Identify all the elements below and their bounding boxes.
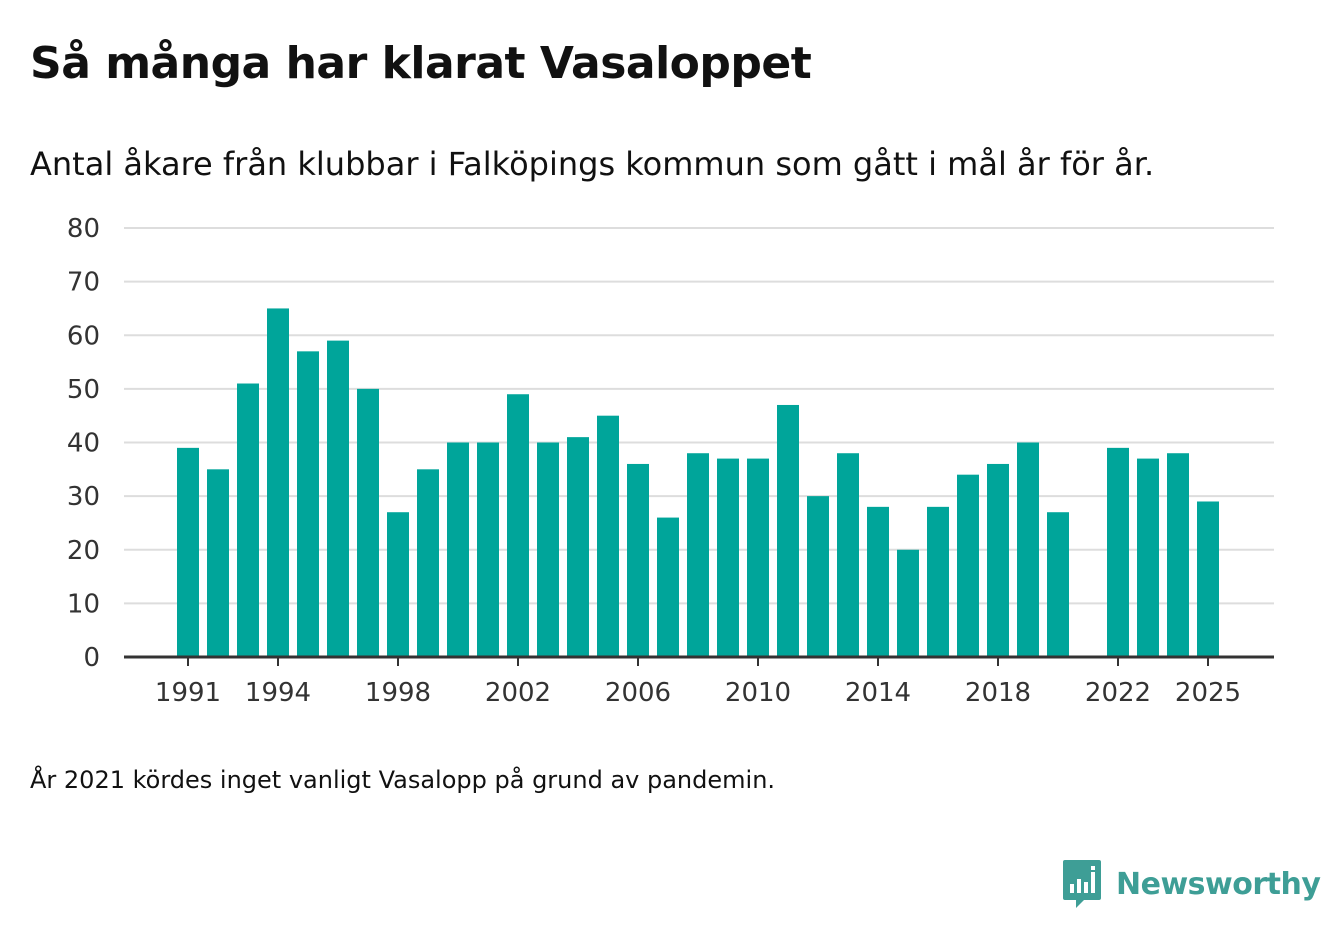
newsworthy-logo-icon xyxy=(1063,860,1101,908)
y-tick-label-0: 0 xyxy=(83,643,100,673)
bar-2009 xyxy=(717,458,739,657)
bar-1991 xyxy=(177,447,199,657)
x-tick-label-2014: 2014 xyxy=(845,678,911,708)
bar-2006 xyxy=(627,463,649,657)
y-tick-label-60: 60 xyxy=(67,321,100,351)
bar-2025 xyxy=(1197,501,1219,657)
bar-2015 xyxy=(897,549,919,657)
y-tick-label-50: 50 xyxy=(67,375,100,405)
x-tick-label-2018: 2018 xyxy=(965,678,1031,708)
bar-2000 xyxy=(447,442,469,657)
bar-1993 xyxy=(237,383,259,657)
bar-1998 xyxy=(387,512,409,657)
x-tick-label-1998: 1998 xyxy=(365,678,431,708)
bar-2007 xyxy=(657,517,679,657)
bar-2008 xyxy=(687,453,709,657)
bar-1997 xyxy=(357,388,379,657)
bar-1996 xyxy=(327,340,349,657)
bar-1994 xyxy=(267,308,289,657)
x-tick-label-2010: 2010 xyxy=(725,678,791,708)
bar-2003 xyxy=(537,442,559,657)
y-tick-label-20: 20 xyxy=(67,536,100,566)
bar-chart: 0 10 20 30 40 50 60 70 80 1991 1994 1998 2002 2006 20… xyxy=(67,214,1274,708)
bars xyxy=(177,308,1219,657)
y-tick-label-70: 70 xyxy=(67,268,100,298)
bar-2002 xyxy=(507,394,529,657)
bar-2004 xyxy=(567,437,589,657)
x-tick-label-2022: 2022 xyxy=(1085,678,1151,708)
x-tick-label-1994: 1994 xyxy=(245,678,311,708)
y-tick-label-40: 40 xyxy=(67,429,100,459)
x-tick-label-2002: 2002 xyxy=(485,678,551,708)
x-tick-label-2025: 2025 xyxy=(1175,678,1241,708)
bar-1992 xyxy=(207,469,229,657)
y-axis-ticks: 0 10 20 30 40 50 60 70 80 xyxy=(67,214,100,673)
footnote: År 2021 kördes inget vanligt Vasalopp på… xyxy=(30,766,776,794)
bar-2018 xyxy=(987,463,1009,657)
bar-2020 xyxy=(1047,512,1069,657)
y-tick-label-80: 80 xyxy=(67,214,100,244)
bar-2011 xyxy=(777,404,799,657)
y-tick-label-10: 10 xyxy=(67,589,100,619)
chart-subtitle: Antal åkare från klubbar i Falköpings ko… xyxy=(30,145,1155,183)
bar-2013 xyxy=(837,453,859,657)
bar-2023 xyxy=(1137,458,1159,657)
bar-2016 xyxy=(927,506,949,657)
brand-name: Newsworthy xyxy=(1116,866,1321,902)
bar-2010 xyxy=(747,458,769,657)
bar-2024 xyxy=(1167,453,1189,657)
x-axis-ticks: 1991 1994 1998 2002 2006 2010 2014 2018 2022 2025 xyxy=(155,657,1241,708)
y-tick-label-30: 30 xyxy=(67,482,100,512)
bar-1995 xyxy=(297,351,319,657)
chart-title: Så många har klarat Vasaloppet xyxy=(30,38,812,89)
brand-logo[interactable]: Newsworthy xyxy=(1062,858,1321,910)
bar-2014 xyxy=(867,506,889,657)
bar-2019 xyxy=(1017,442,1039,657)
x-tick-label-2006: 2006 xyxy=(605,678,671,708)
bar-2017 xyxy=(957,474,979,657)
x-tick-label-1991: 1991 xyxy=(155,678,221,708)
bar-1999 xyxy=(417,469,439,657)
bar-2001 xyxy=(477,442,499,657)
bar-2005 xyxy=(597,415,619,657)
bar-2012 xyxy=(807,496,829,657)
bar-2022 xyxy=(1107,447,1129,657)
